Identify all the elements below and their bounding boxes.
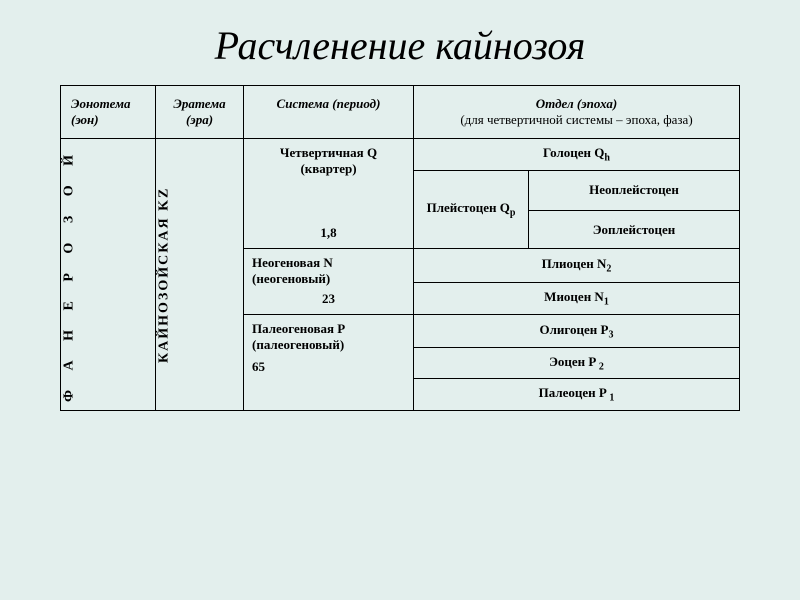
sys-n-line1: Неогеновая N: [252, 255, 405, 271]
epoch-oligocene: Олигоцен P3: [414, 315, 740, 348]
sys-n-age: 23: [252, 287, 405, 307]
system-neogene: Неогеновая N (неогеновый) 23: [244, 249, 414, 315]
sys-n-line2: (неогеновый): [252, 271, 405, 287]
epoch-eopleistocene: Эоплейстоцен: [529, 211, 740, 249]
erathem-label: КАЙНОЗОЙСКАЯ KZ: [156, 139, 172, 410]
header-row: Эонотема (эон) Эратема (эра) Система (пе…: [61, 86, 740, 139]
eonothem-cell: Ф А Н Е Р О З О Й: [61, 139, 156, 411]
hdr-division: Отдел (эпоха) (для четвертичной системы …: [414, 86, 740, 139]
epoch-eocene: Эоцен P 2: [414, 347, 740, 379]
hdr-system: Система (период): [244, 86, 414, 139]
sys-q-line2: (квартер): [252, 161, 405, 177]
epoch-paleocene: Палеоцен P 1: [414, 379, 740, 411]
hdr-erathem: Эратема (эра): [156, 86, 244, 139]
sys-q-line1: Четвертичная Q: [252, 145, 405, 161]
sys-q-age: 1,8: [252, 225, 405, 241]
erathem-cell: КАЙНОЗОЙСКАЯ KZ: [156, 139, 244, 411]
hdr-division-sub: (для четвертичной системы – эпоха, фаза): [424, 112, 729, 128]
system-quaternary: Четвертичная Q (квартер) 1,8: [244, 139, 414, 249]
epoch-holocene: Голоцен Qh: [414, 139, 740, 171]
system-paleogene: Палеогеновая P (палеогеновый) 65: [244, 315, 414, 411]
hdr-eonothem: Эонотема (эон): [61, 86, 156, 139]
epoch-miocene: Миоцен N1: [414, 282, 740, 315]
page-title: Расчленение кайнозоя: [0, 0, 800, 85]
sys-p-line1: Палеогеновая P: [252, 321, 405, 337]
geologic-table: Эонотема (эон) Эратема (эра) Система (пе…: [60, 85, 740, 411]
epoch-neopleistocene: Неоплейстоцен: [529, 170, 740, 210]
epoch-pliocene: Плиоцен N2: [414, 249, 740, 283]
hdr-division-main: Отдел (эпоха): [536, 96, 618, 111]
epoch-pleistocene: Плейстоцен Qp: [414, 170, 529, 248]
sys-p-age: 65: [252, 353, 405, 375]
eonothem-label: Ф А Н Е Р О З О Й: [61, 139, 77, 410]
sys-p-line2: (палеогеновый): [252, 337, 405, 353]
